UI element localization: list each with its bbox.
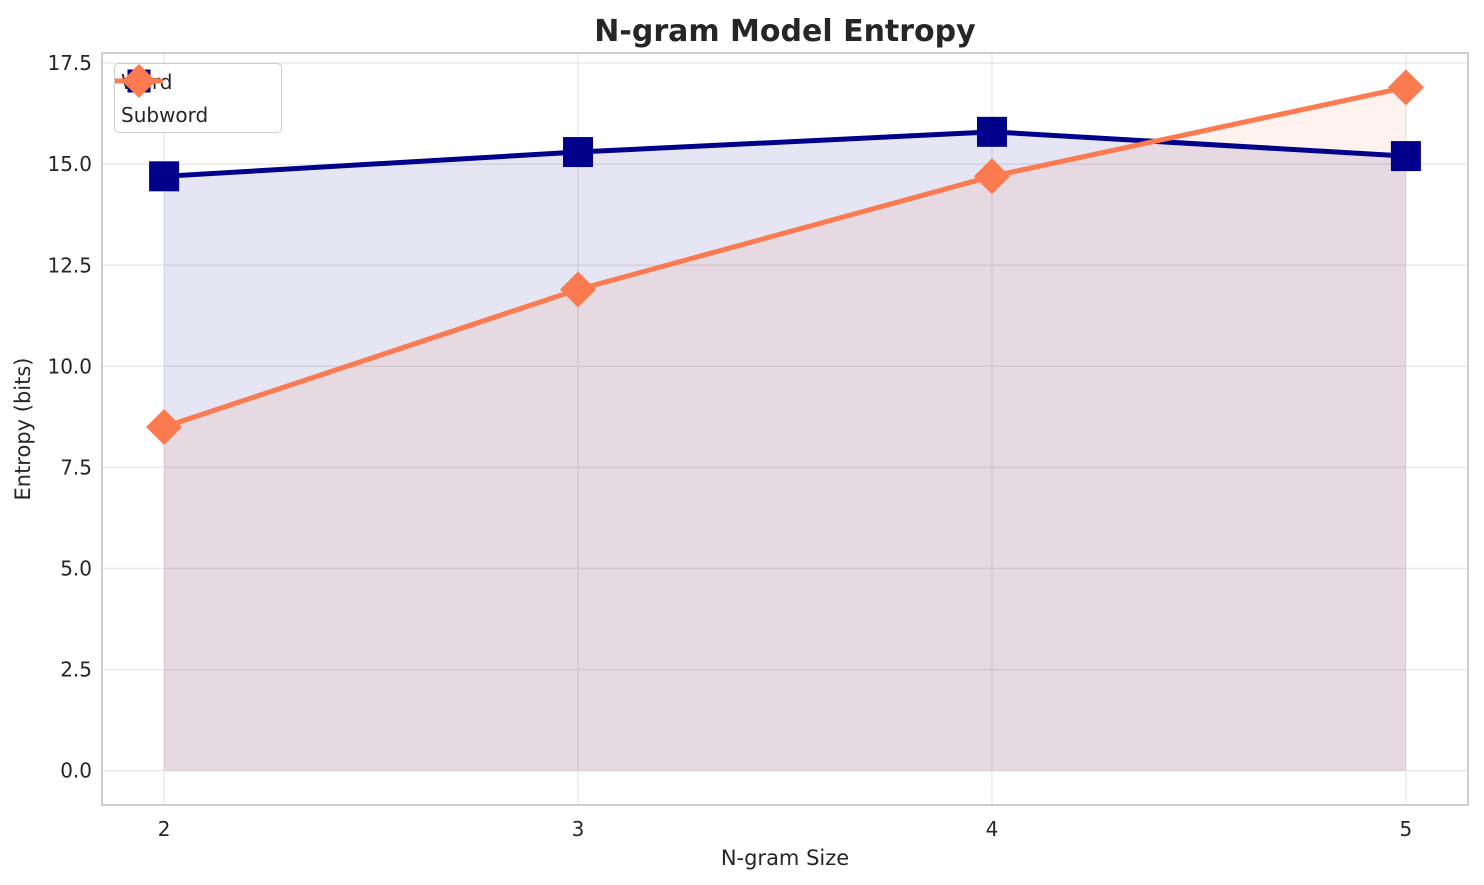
area-fills <box>164 87 1406 771</box>
y-tick-17.5: 17.5 <box>47 51 92 75</box>
x-tick-2: 2 <box>158 817 171 841</box>
subword-marker-2 <box>146 408 183 445</box>
plot-border <box>101 52 1469 806</box>
y-tick-0.0: 0.0 <box>60 759 92 783</box>
x-tick-3: 3 <box>572 817 585 841</box>
legend: WordSubword <box>114 63 282 133</box>
axes-spines <box>101 52 1469 806</box>
x-tick-labels: 2 3 4 5 <box>158 817 1413 841</box>
subword-line <box>161 84 1409 430</box>
subword-marker-3 <box>560 271 597 308</box>
y-tick-15.0: 15.0 <box>47 152 92 176</box>
subword-marker-4 <box>973 158 1010 195</box>
x-tick-4: 4 <box>986 817 999 841</box>
y-tick-5.0: 5.0 <box>60 556 92 580</box>
word-marker-4 <box>976 116 1007 147</box>
x-tick-5: 5 <box>1400 817 1413 841</box>
x-axis-label: N-gram Size <box>721 846 849 870</box>
chart-title: N-gram Model Entropy <box>594 14 976 49</box>
word-marker-5 <box>1390 141 1421 172</box>
subword-marker-5 <box>1387 69 1424 106</box>
y-axis-label: Entropy (bits) <box>11 358 35 501</box>
y-tick-12.5: 12.5 <box>47 253 92 277</box>
area-fill-word <box>164 131 1406 771</box>
series-lines <box>146 69 1424 445</box>
word-marker-3 <box>563 137 594 168</box>
y-tick-2.5: 2.5 <box>60 658 92 682</box>
diamond-marker-icon <box>115 64 163 98</box>
legend-label-subword: Subword <box>121 102 209 127</box>
y-tick-10.0: 10.0 <box>47 354 92 378</box>
word-marker-2 <box>149 161 180 192</box>
y-tick-7.5: 7.5 <box>60 455 92 479</box>
word-line <box>161 129 1409 179</box>
legend-entry-subword: Subword <box>115 64 271 131</box>
legend-diamond-marker <box>122 64 156 98</box>
area-fill-subword <box>164 87 1406 771</box>
y-tick-labels: 0.0 2.5 5.0 7.5 10.0 12.5 15.0 17.5 <box>47 51 92 783</box>
